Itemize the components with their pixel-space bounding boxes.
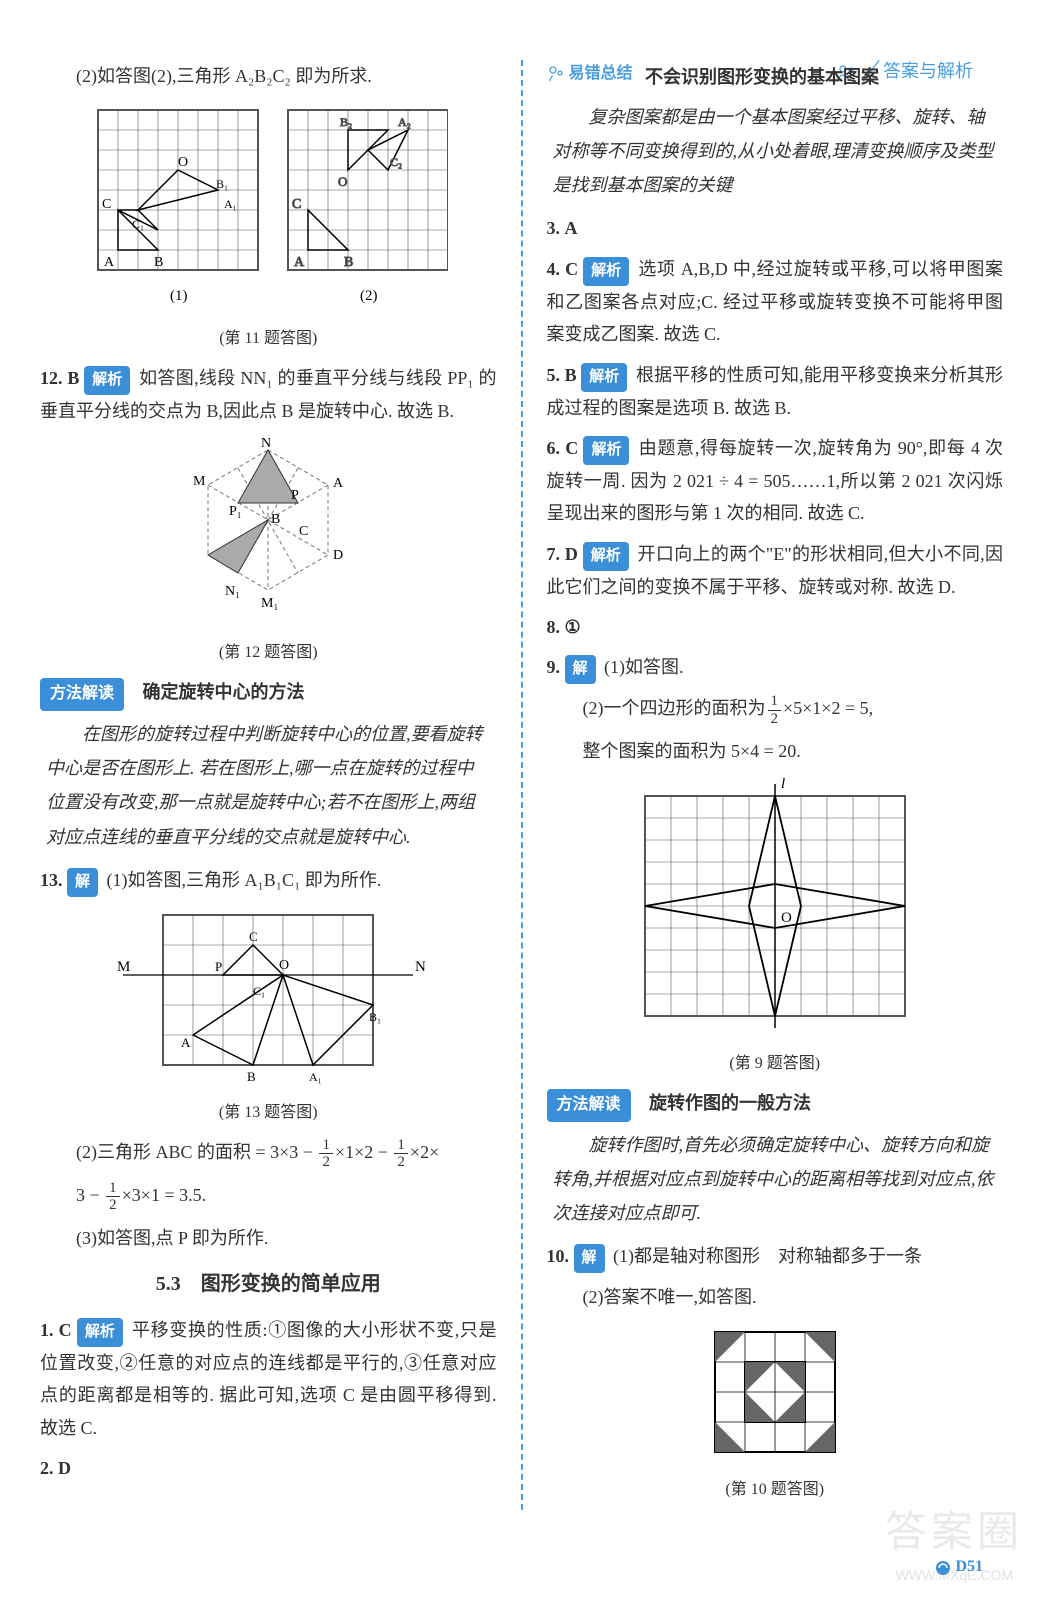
fig12-caption: (第 12 题答图) (40, 639, 497, 668)
fig11-sub2-label: (2) (360, 288, 378, 304)
section-5-3-title: 5.3 图形变换的简单应用 (40, 1266, 497, 1302)
svg-text:O: O (178, 155, 188, 170)
method-12: 方法解读 确定旋转中心的方法 在图形的旋转过程中判断旋转中心的位置,要看旋转中心… (40, 676, 497, 854)
svg-text:B₁: B₁ (216, 177, 228, 191)
svg-text:A: A (104, 255, 115, 270)
svg-text:C₁: C₁ (132, 217, 144, 231)
svg-text:B: B (247, 1069, 256, 1084)
svg-text:l: l (781, 776, 785, 792)
method-tag: 方法解读 (40, 678, 124, 711)
q10-2: (2)答案不唯一,如答图. (547, 1281, 1004, 1313)
svg-text:M₁: M₁ (261, 596, 278, 611)
svg-text:A₂: A₂ (398, 115, 411, 129)
q2: 2. D (40, 1452, 497, 1484)
q8: 8. ① (547, 611, 1004, 643)
q5: 5. B 解析 根据平移的性质可知,能用平移变换来分析其形成过程的图案是选项 B… (547, 359, 1004, 424)
svg-text:C: C (292, 197, 301, 212)
watermark-text: 答案圈 (885, 1494, 1023, 1570)
svg-text:M: M (117, 959, 130, 975)
method-9: 方法解读 旋转作图的一般方法 旋转作图时,首先必须确定旋转中心、旋转方向和旋转角… (547, 1087, 1004, 1230)
fig11-sub1-label: (1) (170, 288, 188, 304)
svg-text:A₁: A₁ (224, 197, 237, 211)
solution-tag: 解 (67, 868, 98, 897)
q13-2: (2)三角形 ABC 的面积 = 3×3 − 12×1×2 − 12×2× (40, 1136, 497, 1171)
svg-text:A: A (333, 476, 344, 491)
svg-text:A₁: A₁ (309, 1070, 322, 1084)
q13-num: 13. (40, 870, 63, 890)
q10: 10. 解 (1)都是轴对称图形 对称轴都多于一条 (547, 1240, 1004, 1273)
fig9-caption: (第 9 题答图) (547, 1050, 1004, 1079)
content-columns: (2)如答图(2),三角形 A₂B₂C₂ 即为所求. O A B C (40, 60, 1003, 1510)
q12: 12. B 解析 如答图,线段 NN₁ 的垂直平分线与线段 PP₁ 的垂直平分线… (40, 362, 497, 427)
q6: 6. C 解析 由题意,得每旋转一次,旋转角为 90°,即每 4 次旋转一周. … (547, 432, 1004, 530)
analysis-tag: 解析 (84, 366, 130, 395)
method9-body: 旋转作图时,首先必须确定旋转中心、旋转方向和旋转角,并根据对应点到旋转中心的距离… (547, 1128, 1004, 1231)
svg-text:B: B (344, 255, 353, 270)
svg-text:B: B (154, 255, 163, 270)
q12-ans: B (67, 368, 79, 388)
q1-ans: C (59, 1320, 72, 1340)
svg-text:N₁: N₁ (225, 584, 240, 599)
svg-text:M: M (193, 474, 206, 489)
svg-text:P₁: P₁ (229, 504, 242, 519)
svg-text:C₁: C₁ (253, 984, 265, 998)
svg-text:C: C (102, 197, 111, 212)
svg-text:A: A (181, 1035, 191, 1050)
right-column: 易错总结 不会识别图形变换的基本图案 复杂图案都是由一个基本图案经过平移、旋转、… (547, 60, 1004, 1510)
q11-part2: (2)如答图(2),三角形 A₂B₂C₂ 即为所求. (40, 60, 497, 92)
watermark-url: WWW.MXqE.COM (896, 1563, 1013, 1588)
q3: 3. A (547, 212, 1004, 244)
svg-text:O: O (279, 958, 289, 973)
q12-num: 12. (40, 368, 63, 388)
svg-text:O: O (338, 174, 347, 189)
svg-text:N: N (415, 959, 426, 975)
method-tag: 方法解读 (547, 1089, 631, 1122)
figure-11: O A B C C₁ B₁ A₁ (1) A (40, 100, 497, 353)
svg-text:C: C (249, 929, 258, 944)
svg-text:D: D (333, 548, 343, 563)
q13-3: (3)如答图,点 P 即为所作. (40, 1222, 497, 1254)
q7: 7. D 解析 开口向上的两个"E"的形状相同,但大小不同,因此它们之间的变换不… (547, 538, 1004, 603)
error-summary-tag: 易错总结 (547, 60, 633, 89)
q13-2-cont: 3 − 12×3×1 = 3.5. (40, 1179, 497, 1214)
q13-1: (1)如答图,三角形 A₁B₁C₁ 即为所作. (107, 870, 382, 890)
svg-text:O: O (781, 910, 792, 926)
q2-ans: D (58, 1458, 71, 1478)
svg-text:B₂: B₂ (340, 115, 352, 129)
method12-title: 确定旋转中心的方法 (143, 682, 305, 702)
analysis-tag: 解析 (77, 1318, 123, 1347)
q2-num: 2. (40, 1458, 54, 1478)
q1: 1. C 解析 平移变换的性质:①图像的大小形状不变,只是位置改变,②任意的对应… (40, 1314, 497, 1444)
figure-9: l O (第 9 题答图) (547, 776, 1004, 1079)
method9-title: 旋转作图的一般方法 (649, 1093, 811, 1113)
svg-text:P: P (291, 488, 299, 503)
left-column: (2)如答图(2),三角形 A₂B₂C₂ 即为所求. O A B C (40, 60, 497, 1510)
q9: 9. 解 (1)如答图. (547, 651, 1004, 684)
error-summary-body: 复杂图案都是由一个基本图案经过平移、旋转、轴对称等不同变换得到的,从小处着眼,理… (547, 100, 1004, 203)
figure-10: (第 10 题答图) (547, 1322, 1004, 1505)
q4: 4. C 解析 选项 A,B,D 中,经过旋转或平移,可以将甲图案和乙图案各点对… (547, 253, 1004, 351)
svg-text:N: N (261, 436, 271, 451)
q9-2c: 整个图案的面积为 5×4 = 20. (547, 735, 1004, 767)
svg-text:C: C (299, 524, 308, 539)
error-summary-block: 易错总结 不会识别图形变换的基本图案 复杂图案都是由一个基本图案经过平移、旋转、… (547, 60, 1004, 202)
error-summary-title: 不会识别图形变换的基本图案 (645, 67, 879, 87)
svg-text:B₁: B₁ (369, 1010, 381, 1024)
method12-body: 在图形的旋转过程中判断旋转中心的位置,要看旋转中心是否在图形上. 若在图形上,哪… (40, 717, 497, 854)
figure-13: M N O C P A B C₁ A₁ B₁ (第 13 题答图) (40, 905, 497, 1128)
svg-text:C₂: C₂ (390, 155, 402, 169)
q9-2: (2)一个四边形的面积为12×5×1×2 = 5, (547, 692, 1004, 727)
svg-text:B: B (271, 512, 280, 527)
fig11-caption: (第 11 题答图) (40, 325, 497, 354)
fig13-caption: (第 13 题答图) (40, 1099, 497, 1128)
svg-text:A: A (294, 255, 305, 270)
q13: 13. 解 (1)如答图,三角形 A₁B₁C₁ 即为所作. (40, 864, 497, 897)
column-divider (521, 60, 523, 1510)
q1-num: 1. (40, 1320, 54, 1340)
figure-12: N M P A D P₁ B C N₁ M₁ (第 12 题答图) (40, 435, 497, 668)
svg-text:P: P (215, 959, 222, 974)
